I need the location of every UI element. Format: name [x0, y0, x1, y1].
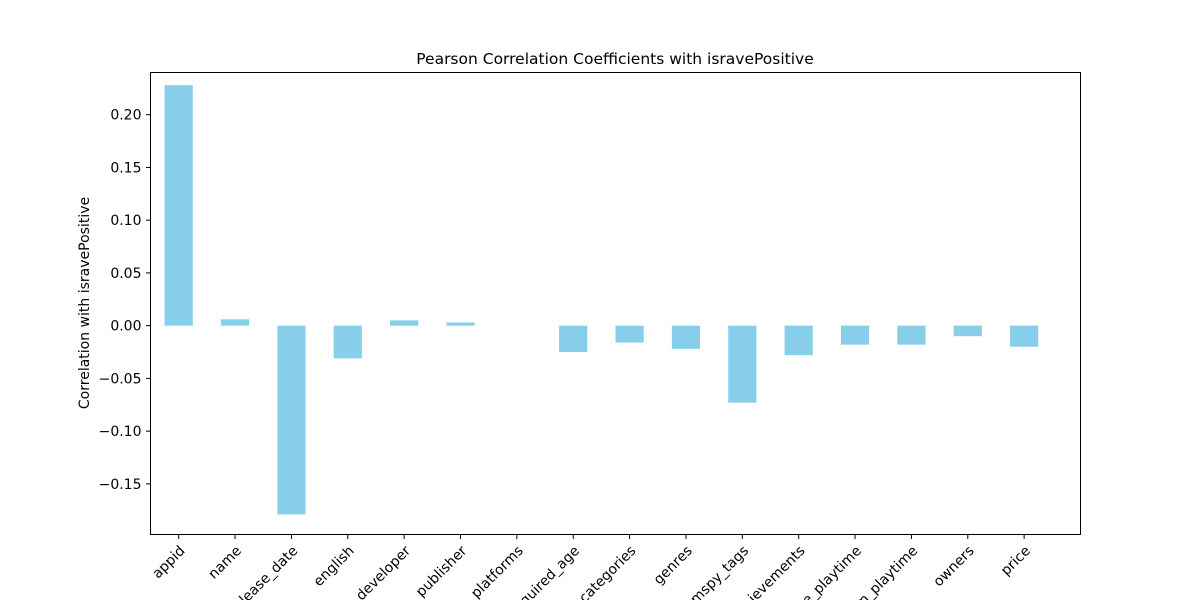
- y-tick-label: −0.15: [99, 477, 142, 493]
- x-tick-label: owners: [931, 543, 978, 590]
- x-tick-label: publisher: [413, 543, 470, 600]
- x-tick-label: e_playtime: [799, 543, 865, 600]
- x-tick-label: mspy_tags: [688, 543, 753, 600]
- y-tick-label: 0.05: [110, 266, 141, 282]
- bar-release-date: [277, 325, 306, 515]
- x-tick-label: platforms: [468, 543, 527, 600]
- bar-achievements: [784, 325, 813, 356]
- y-tick-label: 0.10: [110, 213, 141, 229]
- bar-developer: [390, 320, 419, 326]
- bar-english: [333, 325, 362, 359]
- x-tick-label: quired_age: [517, 543, 583, 600]
- x-tick-label: n_playtime: [855, 543, 921, 600]
- x-tick-label: appid: [150, 543, 189, 582]
- x-tick-label: developer: [353, 543, 414, 600]
- y-axis-label: Correlation with isravePositive: [77, 197, 93, 409]
- x-tick-label: ievements: [745, 543, 808, 600]
- x-tick-label: categories: [576, 543, 639, 600]
- x-tick-label: genres: [651, 543, 696, 588]
- bar-steamspy-tags: [728, 325, 757, 403]
- bar-appid: [164, 85, 193, 326]
- x-tick-label: price: [998, 543, 1034, 579]
- y-tick-label: −0.05: [99, 371, 142, 387]
- bar-required-age: [559, 325, 588, 353]
- bars-group: [164, 85, 1039, 515]
- bar-owners: [953, 325, 982, 337]
- bar-median-playtime: [897, 325, 926, 345]
- y-axis: −0.15 −0.10 −0.05 0.00 0.05 0.10 0.15 0.20: [99, 108, 151, 493]
- bar-publisher: [446, 322, 475, 326]
- y-tick-label: 0.00: [110, 319, 141, 335]
- plot-frame: [150, 72, 1081, 535]
- y-tick-label: −0.10: [99, 424, 142, 440]
- bar-price: [1010, 325, 1039, 347]
- bar-genres: [671, 325, 701, 349]
- x-tick-label: english: [311, 543, 358, 590]
- bar-average-playtime: [840, 325, 870, 345]
- x-tick-label: name: [205, 543, 244, 582]
- y-tick-label: 0.20: [110, 108, 141, 124]
- bar-name: [220, 319, 250, 326]
- bar-categories: [615, 325, 644, 343]
- x-tick-label: lease_date: [236, 543, 301, 600]
- chart-title: Pearson Correlation Coefficients with is…: [416, 50, 814, 68]
- y-tick-label: 0.15: [110, 160, 141, 176]
